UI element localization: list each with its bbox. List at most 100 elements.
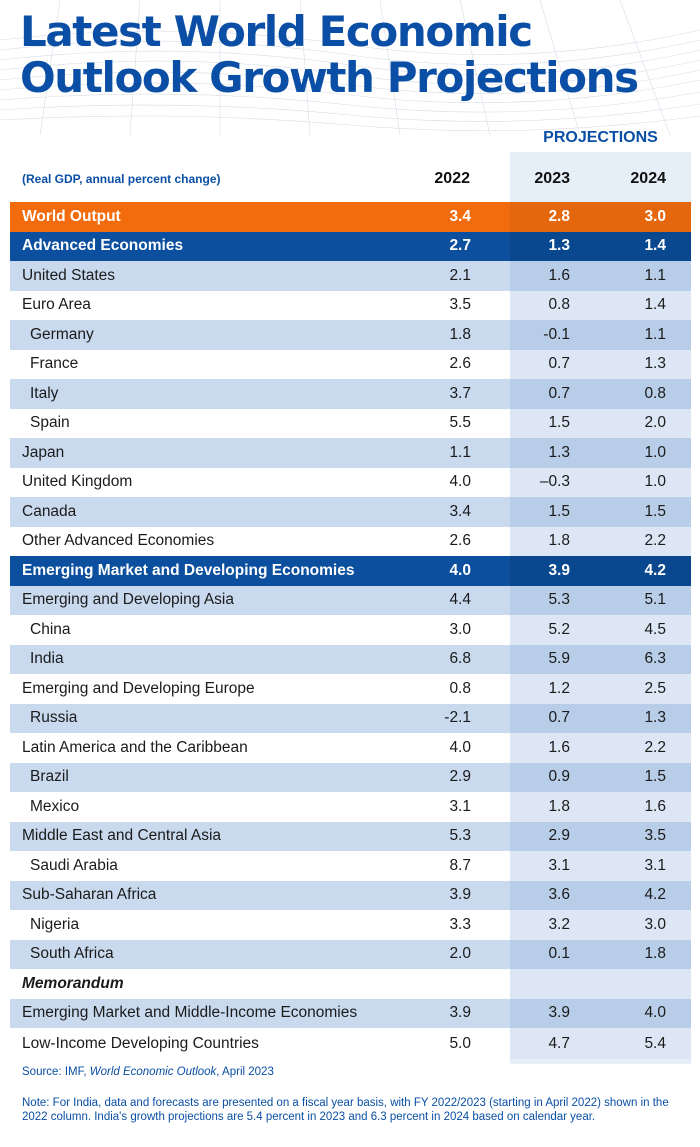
projection-cell-shade: [510, 320, 691, 350]
table-row: Emerging Market and Middle-Income Econom…: [10, 998, 691, 1028]
row-label: Emerging and Developing Asia: [22, 591, 234, 609]
value-2024: 1.0: [644, 473, 666, 491]
table-row: Low-Income Developing Countries 5.0 4.7 5.4: [10, 1028, 691, 1059]
table-row: India 6.8 5.9 6.3: [10, 644, 691, 674]
value-2024: 1.5: [644, 502, 666, 520]
value-2023: 0.7: [548, 709, 570, 727]
value-2023: 0.7: [548, 384, 570, 402]
value-2023: 3.9: [548, 561, 570, 579]
value-2023: -0.1: [543, 325, 570, 343]
value-2022: 3.3: [449, 915, 471, 933]
table-row: World Output 3.4 2.8 3.0: [10, 202, 691, 232]
value-2023: 3.1: [548, 856, 570, 874]
row-label: Russia: [30, 709, 78, 727]
value-2022: 2.0: [449, 945, 471, 963]
projection-cell-shade: [510, 674, 691, 704]
row-label: Emerging Market and Middle-Income Econom…: [22, 1004, 358, 1022]
title-line-2: Outlook Growth Projections: [20, 53, 639, 102]
value-2023: 1.5: [548, 414, 570, 432]
value-2023: 0.8: [548, 296, 570, 314]
value-2022: 5.0: [449, 1034, 471, 1052]
value-2024: 1.0: [644, 443, 666, 461]
value-2023: 3.9: [548, 1004, 570, 1022]
row-label: Japan: [22, 443, 65, 461]
table-row: Emerging Market and Developing Economies…: [10, 556, 691, 586]
source-line: Source: IMF, World Economic Outlook, Apr…: [22, 1066, 274, 1078]
value-2022: 3.4: [449, 207, 471, 225]
row-label: Saudi Arabia: [30, 856, 118, 874]
value-2022: 4.4: [449, 591, 471, 609]
table-row: Other Advanced Economies 2.6 1.8 2.2: [10, 526, 691, 556]
source-title: World Economic Outlook: [89, 1066, 217, 1078]
row-label: Germany: [30, 325, 94, 343]
value-2024: 1.4: [644, 296, 666, 314]
value-2023: 3.6: [548, 886, 570, 904]
table-row: Emerging and Developing Europe 0.8 1.2 2.5: [10, 674, 691, 704]
projection-cell-shade: [510, 733, 691, 763]
value-2023: 1.8: [548, 532, 570, 550]
value-2023: 1.6: [548, 266, 570, 284]
value-2024: 1.8: [644, 945, 666, 963]
table-row: Spain 5.5 1.5 2.0: [10, 408, 691, 438]
table-row: Sub-Saharan Africa 3.9 3.6 4.2: [10, 880, 691, 910]
value-2022: [411, 969, 471, 999]
row-label: Brazil: [30, 768, 69, 786]
row-label: China: [30, 620, 71, 638]
value-2022: 2.1: [449, 266, 471, 284]
value-2023: 0.7: [548, 355, 570, 373]
value-2024: 2.2: [644, 532, 666, 550]
value-2024: 3.1: [644, 856, 666, 874]
row-label: Canada: [22, 502, 77, 520]
row-label: Middle East and Central Asia: [22, 827, 222, 845]
row-label: Advanced Economies: [22, 237, 184, 255]
row-label: Italy: [30, 384, 59, 402]
row-label: France: [30, 355, 79, 373]
value-2022: 0.8: [449, 679, 471, 697]
table-row: Saudi Arabia 8.7 3.1 3.1: [10, 851, 691, 881]
value-2023: –0.3: [539, 473, 570, 491]
row-label: Sub-Saharan Africa: [22, 886, 157, 904]
projection-cell-shade: [510, 821, 691, 851]
value-2024: 1.3: [644, 709, 666, 727]
value-2023: 5.2: [548, 620, 570, 638]
projection-cell-shade: [510, 585, 691, 615]
value-2024: 4.5: [644, 620, 666, 638]
value-2022: 2.7: [449, 237, 471, 255]
value-2023: 3.2: [548, 915, 570, 933]
projection-cell-shade: [510, 615, 691, 645]
value-2024: 4.2: [644, 886, 666, 904]
header-banner: Latest World Economic Outlook Growth Pro…: [0, 0, 700, 135]
value-2022: 5.5: [449, 414, 471, 432]
value-2023: 1.5: [548, 502, 570, 520]
table-row: Mexico 3.1 1.8 1.6: [10, 792, 691, 822]
value-2024: 1.1: [644, 266, 666, 284]
value-2023: 4.7: [548, 1034, 570, 1052]
projection-cell-shade: [510, 1028, 691, 1059]
value-2024: [606, 969, 666, 999]
title-line-1: Latest World Economic: [20, 7, 533, 56]
row-label: Mexico: [30, 797, 80, 815]
row-label: Emerging and Developing Europe: [22, 679, 255, 697]
projection-cell-shade: [510, 851, 691, 881]
table-row: Advanced Economies 2.7 1.3 1.4: [10, 231, 691, 261]
value-2023: 1.8: [548, 797, 570, 815]
value-2024: 3.0: [644, 207, 666, 225]
value-2023: 0.9: [548, 768, 570, 786]
value-2024: 1.5: [644, 768, 666, 786]
projection-cell-shade: [510, 998, 691, 1028]
value-2024: 3.5: [644, 827, 666, 845]
value-2024: 1.6: [644, 797, 666, 815]
row-label: Emerging Market and Developing Economies: [22, 561, 355, 579]
value-2023: 1.3: [548, 443, 570, 461]
value-2022: 1.1: [449, 443, 471, 461]
projection-cell-shade: [510, 526, 691, 556]
row-label: Low-Income Developing Countries: [22, 1034, 259, 1052]
value-2023: 1.2: [548, 679, 570, 697]
value-2024: 0.8: [644, 384, 666, 402]
row-label: Other Advanced Economies: [22, 532, 215, 550]
value-2024: 6.3: [644, 650, 666, 668]
column-header-2023: 2023: [534, 170, 570, 187]
units-label: (Real GDP, annual percent change): [22, 172, 221, 186]
value-2024: 2.0: [644, 414, 666, 432]
table-row: Japan 1.1 1.3 1.0: [10, 438, 691, 468]
